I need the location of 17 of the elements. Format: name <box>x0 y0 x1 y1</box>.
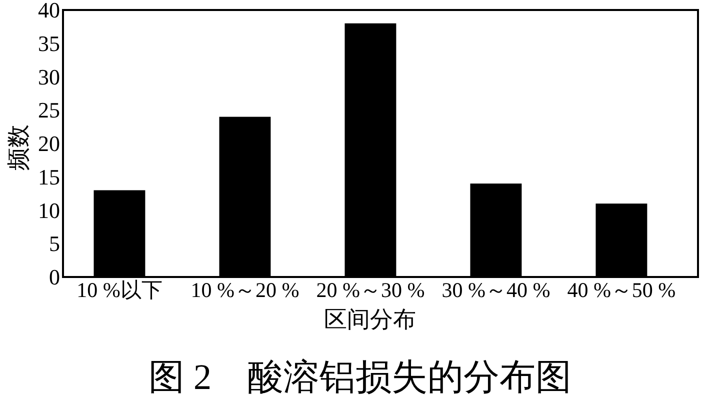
x-tick-label: 40 %～50 % <box>567 278 676 302</box>
y-tick-label: 5 <box>49 231 60 256</box>
y-axis-title: 频数 <box>6 124 31 170</box>
y-tick-label: 20 <box>38 131 60 156</box>
y-tick-label: 40 <box>38 0 60 22</box>
x-tick-label: 20 %～30 % <box>316 278 425 302</box>
y-tick-label: 30 <box>38 64 60 90</box>
y-tick-label: 0 <box>49 264 60 290</box>
x-axis-title: 区间分布 <box>324 307 416 332</box>
x-tick-label: 30 %～40 % <box>442 278 550 302</box>
text: 图 2 酸溶铝损失的分布图 <box>148 357 572 397</box>
y-tick-label: 35 <box>38 30 60 56</box>
y-tick-label: 15 <box>38 164 60 190</box>
x-tick-label: 10 %～20 % <box>190 278 300 302</box>
y-tick-label: 25 <box>38 98 60 123</box>
y-tick-label: 10 <box>38 198 60 223</box>
x-tick-label: 10 %以下 <box>76 278 162 302</box>
